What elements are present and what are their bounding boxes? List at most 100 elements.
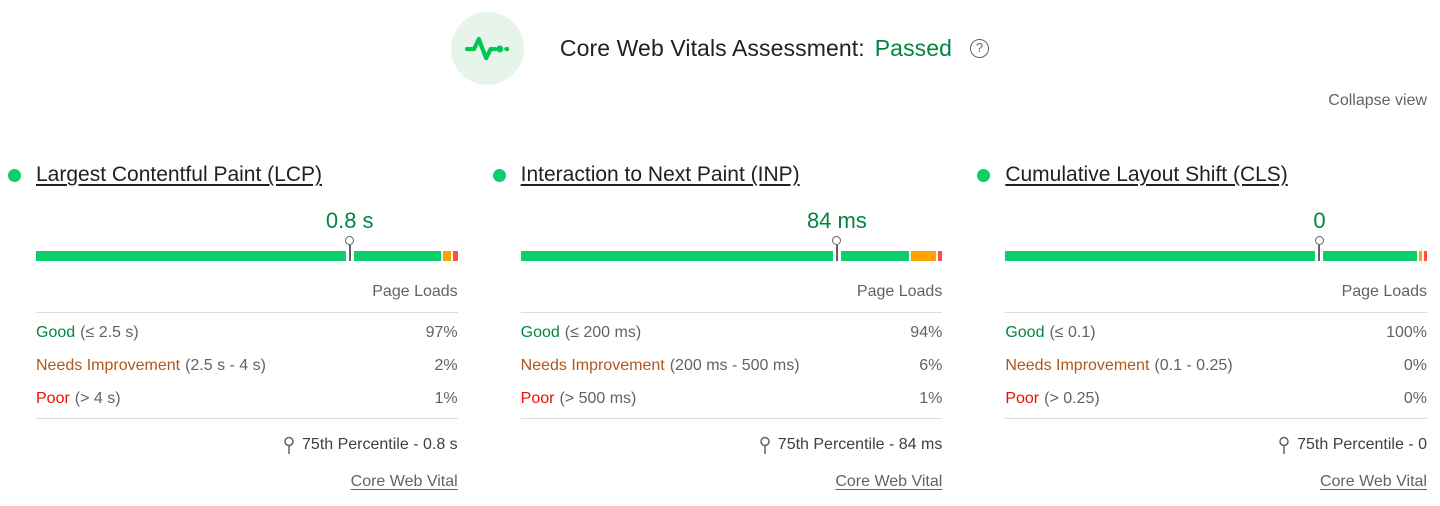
row-poor-value: 0%: [1403, 389, 1427, 407]
row-good: Good (≤ 0.1) 100%: [1005, 316, 1427, 349]
percentile-row: 75th Percentile - 0: [1005, 435, 1427, 455]
bar-segment-poor: [1423, 251, 1427, 261]
bar-segment-needs-improvement: [443, 251, 452, 261]
row-poor-label: Poor (> 0.25): [1005, 389, 1100, 407]
row-ni-label: Needs Improvement (2.5 s - 4 s): [36, 356, 266, 374]
pin-stem: [835, 245, 838, 261]
assessment-title: Core Web Vitals Assessment:: [559, 35, 865, 61]
row-poor: Poor (> 0.25) 0%: [1005, 382, 1427, 415]
pin-icon: [1279, 436, 1289, 454]
row-good-label: Good (≤ 2.5 s): [36, 323, 139, 341]
row-good-label: Good (≤ 0.1): [1005, 323, 1096, 341]
row-ni-value: 0%: [1403, 356, 1427, 374]
value-row: 0: [1005, 208, 1427, 234]
distribution-bar: [36, 251, 458, 261]
distribution-rows: Good (≤ 0.1) 100% Needs Improvement (0.1 -…: [1005, 313, 1427, 415]
value-row: 0.8 s: [36, 208, 458, 234]
cwv-row: Core Web Vital: [1005, 473, 1427, 493]
row-poor-label: Poor (> 500 ms): [520, 389, 637, 407]
bar-segment-good: [36, 251, 442, 261]
status-dot-good: [8, 169, 21, 182]
metric-title-row: Largest Contentful Paint (LCP): [8, 163, 458, 190]
core-web-vital-link[interactable]: Core Web Vital: [1319, 473, 1427, 490]
percentile-marker-pin: [832, 236, 842, 261]
help-icon[interactable]: ?: [970, 39, 990, 58]
collapse-view-button[interactable]: Collapse view: [1328, 92, 1427, 109]
divider: [520, 418, 943, 419]
distribution-bar-row: [36, 236, 458, 261]
bar-segment-needs-improvement: [911, 251, 937, 261]
row-ni-value: 6%: [919, 356, 943, 374]
row-poor: Poor (> 500 ms) 1%: [521, 382, 943, 415]
row-good-value: 97%: [425, 323, 458, 341]
pin-stem: [1318, 245, 1321, 261]
row-good: Good (≤ 200 ms) 94%: [521, 316, 943, 349]
value-row: 84 ms: [521, 208, 943, 234]
assessment-status: Passed: [874, 35, 953, 61]
percentile-marker-pin: [1314, 236, 1324, 261]
percentile-row: 75th Percentile - 0.8 s: [36, 435, 458, 455]
distribution-rows: Good (≤ 2.5 s) 97% Needs Improvement (2.5 …: [36, 313, 458, 415]
pin-head: [832, 236, 842, 245]
percentile-marker-pin: [345, 236, 355, 261]
metric-title-link-lcp[interactable]: Largest Contentful Paint (LCP): [36, 163, 322, 186]
divider: [36, 418, 458, 419]
row-good: Good (≤ 2.5 s) 97%: [36, 316, 458, 349]
row-poor-value: 1%: [434, 389, 458, 407]
metric-title-link-cls[interactable]: Cumulative Layout Shift (CLS): [1005, 163, 1288, 186]
bar-segment-needs-improvement: [1418, 251, 1422, 261]
metric-title-link-inp[interactable]: Interaction to Next Paint (INP): [520, 163, 800, 186]
metric-value: 0.8 s: [325, 208, 374, 233]
row-needs-improvement: Needs Improvement (2.5 s - 4 s) 2%: [36, 349, 458, 382]
bar-segment-good: [520, 251, 910, 261]
pin-head: [1314, 236, 1324, 245]
metric-lcp: Largest Contentful Paint (LCP) 0.8 s Pag…: [8, 163, 458, 493]
metric-inp: Interaction to Next Paint (INP) 84 ms Pa…: [492, 163, 943, 493]
row-poor-value: 1%: [919, 389, 943, 407]
bar-segment-good: [1005, 251, 1417, 261]
percentile-text: 75th Percentile - 0: [1297, 436, 1427, 453]
page-loads-header: Page Loads: [856, 283, 943, 300]
page-loads-header: Page Loads: [1341, 283, 1427, 300]
pin-icon: [760, 436, 770, 454]
row-good-value: 94%: [910, 323, 943, 341]
distribution-rows: Good (≤ 200 ms) 94% Needs Improvement (200…: [521, 313, 943, 415]
divider: [1005, 418, 1427, 419]
divider: [36, 312, 458, 313]
pin-head: [345, 236, 355, 245]
pulse-waveform-icon: [450, 12, 524, 85]
metric-title-row: Interaction to Next Paint (INP): [492, 163, 943, 190]
row-good-value: 100%: [1386, 323, 1427, 341]
divider: [1005, 312, 1427, 313]
row-needs-improvement: Needs Improvement (0.1 - 0.25) 0%: [1005, 349, 1427, 382]
bar-segment-poor: [938, 251, 943, 261]
row-good-label: Good (≤ 200 ms): [520, 323, 642, 341]
page-title: Core Web Vitals Assessment: Passed ?: [559, 35, 990, 62]
distribution-bar: [1005, 251, 1427, 261]
metric-value: 0: [1313, 208, 1326, 233]
metric-cls: Cumulative Layout Shift (CLS) 0 Page Loa…: [977, 163, 1427, 493]
distribution-bar: [520, 251, 943, 261]
bar-segment-poor: [453, 251, 458, 261]
row-poor-label: Poor (> 4 s): [36, 389, 121, 407]
percentile-text: 75th Percentile - 84 ms: [777, 436, 943, 453]
metrics-grid: Largest Contentful Paint (LCP) 0.8 s Pag…: [0, 163, 1440, 493]
core-web-vital-link[interactable]: Core Web Vital: [835, 473, 943, 490]
core-web-vital-link[interactable]: Core Web Vital: [350, 473, 458, 490]
percentile-text: 75th Percentile - 0.8 s: [302, 436, 458, 453]
status-dot-good: [492, 169, 506, 182]
pin-stem: [348, 245, 351, 261]
divider: [520, 312, 943, 313]
row-ni-label: Needs Improvement (0.1 - 0.25): [1005, 356, 1233, 374]
cwv-row: Core Web Vital: [521, 473, 943, 493]
pin-icon: [284, 436, 294, 454]
status-dot-good: [977, 169, 991, 182]
page-loads-header: Page Loads: [372, 283, 458, 300]
row-poor: Poor (> 4 s) 1%: [36, 382, 458, 415]
metric-value: 84 ms: [806, 208, 867, 233]
percentile-row: 75th Percentile - 84 ms: [521, 435, 943, 455]
distribution-bar-row: [1005, 236, 1427, 261]
metric-title-row: Cumulative Layout Shift (CLS): [977, 163, 1427, 190]
collapse-row: Collapse view: [0, 92, 1440, 110]
distribution-bar-row: [520, 236, 943, 261]
